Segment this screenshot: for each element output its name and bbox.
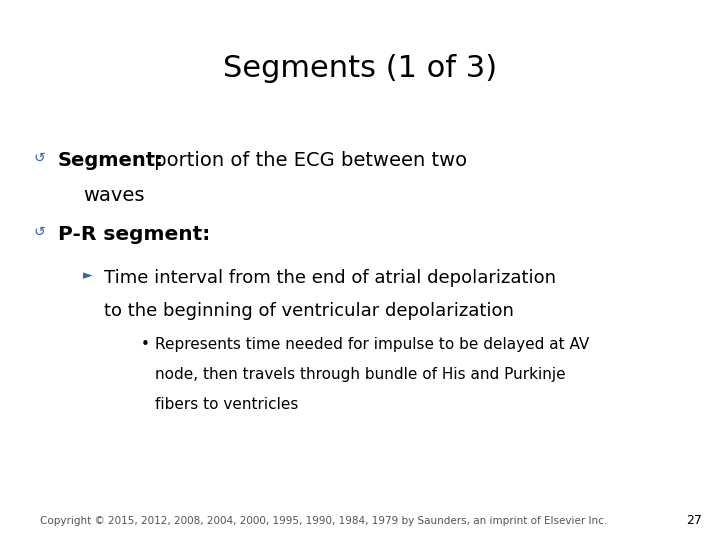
Text: Copyright © 2015, 2012, 2008, 2004, 2000, 1995, 1990, 1984, 1979 by Saunders, an: Copyright © 2015, 2012, 2008, 2004, 2000… [40,516,608,526]
Text: ↺: ↺ [34,151,45,165]
Text: 27: 27 [686,514,702,526]
Text: Segments (1 of 3): Segments (1 of 3) [223,54,497,83]
Text: •: • [140,337,149,352]
Text: ►: ► [83,269,92,282]
Text: Segment:: Segment: [58,151,163,170]
Text: node, then travels through bundle of His and Purkinje: node, then travels through bundle of His… [155,367,565,382]
Text: Represents time needed for impulse to be delayed at AV: Represents time needed for impulse to be… [155,337,589,352]
Text: ↺: ↺ [34,225,45,239]
Text: fibers to ventricles: fibers to ventricles [155,397,298,412]
Text: to the beginning of ventricular depolarization: to the beginning of ventricular depolari… [104,302,514,320]
Text: Time interval from the end of atrial depolarization: Time interval from the end of atrial dep… [104,269,557,287]
Text: P-R segment:: P-R segment: [58,225,210,244]
Text: portion of the ECG between two: portion of the ECG between two [148,151,467,170]
Text: waves: waves [83,186,144,205]
